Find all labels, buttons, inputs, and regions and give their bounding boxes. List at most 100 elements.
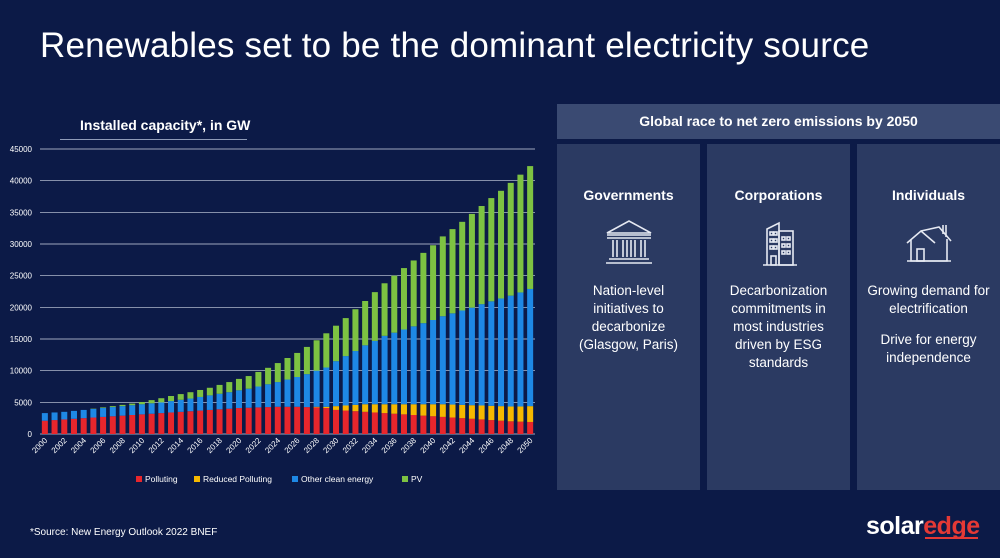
x-tick-label: 2020: [224, 436, 243, 455]
bar-segment: [371, 340, 378, 405]
bar-segment: [284, 406, 291, 434]
bar-segment: [342, 405, 349, 411]
bar-segment: [70, 418, 77, 434]
bar-segment: [177, 411, 184, 434]
bar-segment: [478, 419, 485, 434]
bar-segment: [70, 410, 77, 419]
bar-segment: [362, 301, 369, 346]
solaredge-logo: solaredge: [866, 512, 980, 541]
bar-segment: [255, 386, 262, 408]
bar-segment: [235, 378, 242, 391]
legend-swatch: [292, 476, 298, 482]
x-tick-label: 2032: [341, 436, 360, 455]
y-tick-label: 25000: [10, 272, 33, 281]
bar-segment: [400, 268, 407, 330]
bar-segment: [303, 346, 310, 375]
x-tick-label: 2000: [30, 436, 49, 455]
bar-segment: [294, 406, 301, 434]
bar-segment: [420, 415, 427, 434]
bar-segment: [517, 292, 524, 407]
bar-segment: [206, 387, 213, 396]
bar-segment: [439, 416, 446, 434]
legend: Polluting Reduced Polluting Other clean en…: [136, 474, 423, 484]
bar-segment: [119, 406, 126, 416]
bar-segment: [371, 404, 378, 413]
bar-segment: [410, 326, 417, 405]
bar-segment: [371, 292, 378, 341]
bar-segment: [51, 412, 58, 421]
y-tick-label: 45000: [10, 145, 33, 154]
bar-segment: [109, 406, 116, 408]
bar-segment: [100, 407, 107, 409]
bar-segment: [478, 304, 485, 406]
column-title: Corporations: [734, 187, 823, 203]
bar-segment: [197, 389, 204, 397]
x-tick-label: 2016: [186, 436, 205, 455]
bar-segment: [119, 415, 126, 434]
bar-segment: [303, 374, 310, 408]
house-icon: [906, 225, 952, 262]
bar-segment: [352, 309, 359, 352]
bar-segment: [226, 382, 233, 393]
bar-segment: [129, 405, 136, 415]
bar-segment: [129, 415, 136, 434]
bar-segment: [342, 410, 349, 434]
bar-segment: [468, 405, 475, 419]
bar-segment: [187, 398, 194, 412]
y-tick-label: 40000: [10, 177, 33, 186]
x-tick-label: 2036: [380, 436, 399, 455]
bar-segment: [284, 379, 291, 407]
bar-segment: [265, 407, 272, 434]
bar-segment: [342, 318, 349, 357]
bar-segment: [468, 307, 475, 406]
office-building-icon: [763, 221, 797, 266]
bar-segment: [323, 333, 330, 368]
x-tick-label: 2026: [283, 436, 302, 455]
bar-segment: [206, 395, 213, 410]
bar-segment: [61, 411, 68, 420]
bar-segment: [80, 409, 87, 419]
x-tick-label: 2018: [205, 436, 224, 455]
bar-segment: [216, 384, 223, 394]
x-tick-label: 2012: [147, 436, 166, 455]
bar-segment: [323, 406, 330, 409]
bar-segment: [303, 407, 310, 434]
bar-segment: [517, 406, 524, 422]
bar-segment: [235, 390, 242, 409]
legend-swatch: [136, 476, 142, 482]
bar-segment: [449, 417, 456, 434]
x-tick-label: 2034: [360, 436, 379, 455]
bar-segment: [439, 236, 446, 317]
bar-segment: [294, 377, 301, 407]
x-tick-label: 2024: [263, 436, 282, 455]
bar-segment: [430, 245, 437, 320]
bar-segment: [333, 409, 340, 434]
bar-segment: [420, 252, 427, 324]
bar-segment: [352, 404, 359, 412]
x-tick-label: 2028: [302, 436, 321, 455]
bar-segment: [158, 398, 165, 403]
bar-segment: [488, 420, 495, 434]
bar-segment: [527, 166, 534, 289]
bar-segment: [148, 403, 155, 414]
x-tick-label: 2014: [166, 436, 185, 455]
bar-segment: [420, 323, 427, 405]
panel-header: Global race to net zero emissions by 205…: [557, 104, 1000, 139]
bar-segment: [478, 405, 485, 420]
bar-segment: [265, 384, 272, 408]
bar-segment: [488, 405, 495, 421]
bar-segment: [274, 406, 281, 434]
x-axis: 2000 2002 2004 2006 2008 2010 2012 2014 2016 2018…: [30, 436, 535, 455]
bar-segment: [177, 399, 184, 412]
bar-segment: [294, 352, 301, 377]
net-zero-panel: Global race to net zero emissions by 205…: [557, 104, 1000, 490]
bar-segment: [187, 392, 194, 399]
y-tick-label: 30000: [10, 240, 33, 249]
bar-segment: [381, 413, 388, 434]
bar-segment: [255, 371, 262, 387]
bar-segment: [381, 283, 388, 336]
legend-label: Reduced Polluting: [203, 474, 272, 484]
bar-segment: [449, 313, 456, 405]
bar-segment: [333, 406, 340, 410]
bar-segment: [498, 420, 505, 434]
